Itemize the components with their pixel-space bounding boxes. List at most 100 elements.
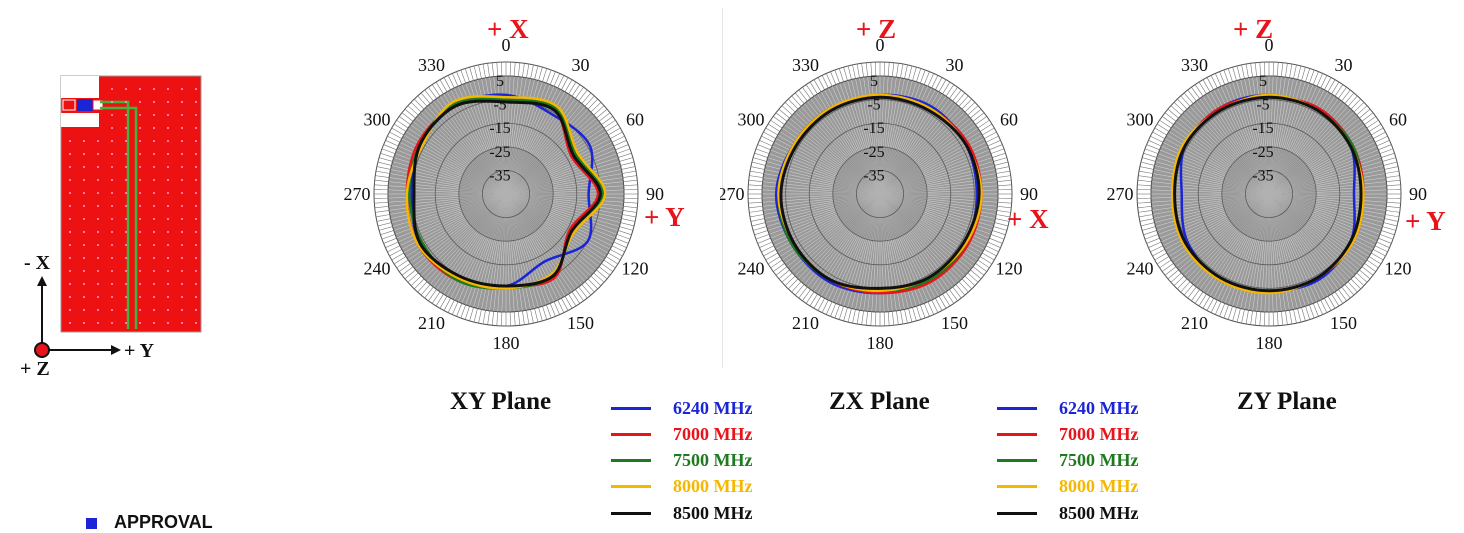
via-dot	[125, 192, 127, 194]
angle-tick-label: 30	[572, 55, 590, 75]
via-dot	[153, 231, 155, 233]
angle-tick-label: 270	[344, 184, 371, 204]
legend-swatch	[611, 512, 651, 515]
via-dot	[69, 140, 71, 142]
legend-swatch	[611, 433, 651, 436]
via-dot	[167, 205, 169, 207]
via-dot	[167, 231, 169, 233]
radial-tick-label: 5	[1259, 73, 1267, 90]
via-dot	[125, 114, 127, 116]
via-dot	[69, 166, 71, 168]
angle-tick-label: 300	[363, 110, 390, 130]
via-dot	[195, 88, 197, 90]
via-dot	[195, 192, 197, 194]
via-dot	[153, 218, 155, 220]
via-dot	[97, 231, 99, 233]
via-dot	[139, 244, 141, 246]
legend-label: 7000 MHz	[673, 424, 752, 445]
via-dot	[153, 140, 155, 142]
angle-tick-label: 270	[720, 184, 745, 204]
via-dot	[181, 244, 183, 246]
via-dot	[181, 296, 183, 298]
chart-title-zy: ZY Plane	[1237, 388, 1337, 416]
via-dot	[195, 114, 197, 116]
via-dot	[181, 283, 183, 285]
footer-bullet	[86, 518, 97, 529]
legend-swatch	[997, 407, 1037, 410]
coordinate-axes: - X + Y + Z	[20, 252, 180, 382]
via-dot	[83, 153, 85, 155]
angle-tick-label: 240	[363, 259, 390, 279]
radial-tick-label: -15	[489, 120, 510, 137]
via-dot	[195, 296, 197, 298]
axis-label-top: + X	[487, 14, 529, 45]
via-dot	[153, 101, 155, 103]
via-dot	[181, 127, 183, 129]
via-dot	[139, 218, 141, 220]
legend-swatch	[611, 485, 651, 488]
minus-x-label: - X	[24, 252, 50, 275]
via-dot	[139, 153, 141, 155]
legend-item: 7500 MHz	[611, 449, 752, 471]
legend-item: 6240 MHz	[997, 397, 1138, 419]
angle-tick-label: 60	[1000, 110, 1018, 130]
via-dot	[167, 218, 169, 220]
via-dot	[153, 166, 155, 168]
via-dot	[195, 270, 197, 272]
via-dot	[195, 231, 197, 233]
via-dot	[83, 179, 85, 181]
angle-tick-label: 90	[1020, 184, 1038, 204]
via-dot	[195, 244, 197, 246]
legend-label: 8000 MHz	[673, 476, 752, 497]
via-dot	[69, 244, 71, 246]
core-shade	[1222, 147, 1316, 241]
core-shade	[459, 147, 553, 241]
via-dot	[167, 114, 169, 116]
legend-label: 8500 MHz	[1059, 503, 1138, 524]
via-dot	[153, 114, 155, 116]
legend-label: 6240 MHz	[673, 398, 752, 419]
via-dot	[195, 153, 197, 155]
angle-tick-label: 330	[792, 55, 819, 75]
radial-tick-label: -25	[863, 144, 884, 161]
via-dot	[181, 153, 183, 155]
via-dot	[111, 205, 113, 207]
angle-tick-label: 150	[941, 313, 968, 333]
angle-tick-label: 300	[737, 110, 764, 130]
via-dot	[195, 205, 197, 207]
angle-tick-label: 180	[1256, 333, 1283, 353]
radial-tick-label: -15	[1252, 120, 1273, 137]
angle-tick-label: 210	[792, 313, 819, 333]
via-dot	[167, 244, 169, 246]
angle-tick-label: 180	[867, 333, 894, 353]
via-dot	[97, 140, 99, 142]
via-dot	[195, 179, 197, 181]
via-dot	[181, 101, 183, 103]
legend-item: 7000 MHz	[611, 423, 752, 445]
via-dot	[181, 218, 183, 220]
angle-tick-label: 210	[418, 313, 445, 333]
via-dot	[195, 140, 197, 142]
via-dot	[195, 127, 197, 129]
legend-item: 7500 MHz	[997, 449, 1138, 471]
core-shade	[833, 147, 927, 241]
via-dot	[111, 166, 113, 168]
via-dot	[195, 101, 197, 103]
via-dot	[125, 140, 127, 142]
via-dot	[125, 166, 127, 168]
via-dot	[125, 218, 127, 220]
via-dot	[125, 88, 127, 90]
via-dot	[125, 153, 127, 155]
legend-label: 6240 MHz	[1059, 398, 1138, 419]
via-dot	[125, 205, 127, 207]
axis-label-right: + X	[1007, 204, 1049, 235]
radial-tick-label: -15	[863, 120, 884, 137]
via-dot	[111, 231, 113, 233]
via-dot	[139, 114, 141, 116]
legend-item: 8000 MHz	[611, 475, 752, 497]
legend-item: 8000 MHz	[997, 475, 1138, 497]
via-dot	[139, 88, 141, 90]
via-dot	[167, 140, 169, 142]
radial-tick-label: -35	[489, 167, 510, 184]
via-dot	[195, 322, 197, 324]
